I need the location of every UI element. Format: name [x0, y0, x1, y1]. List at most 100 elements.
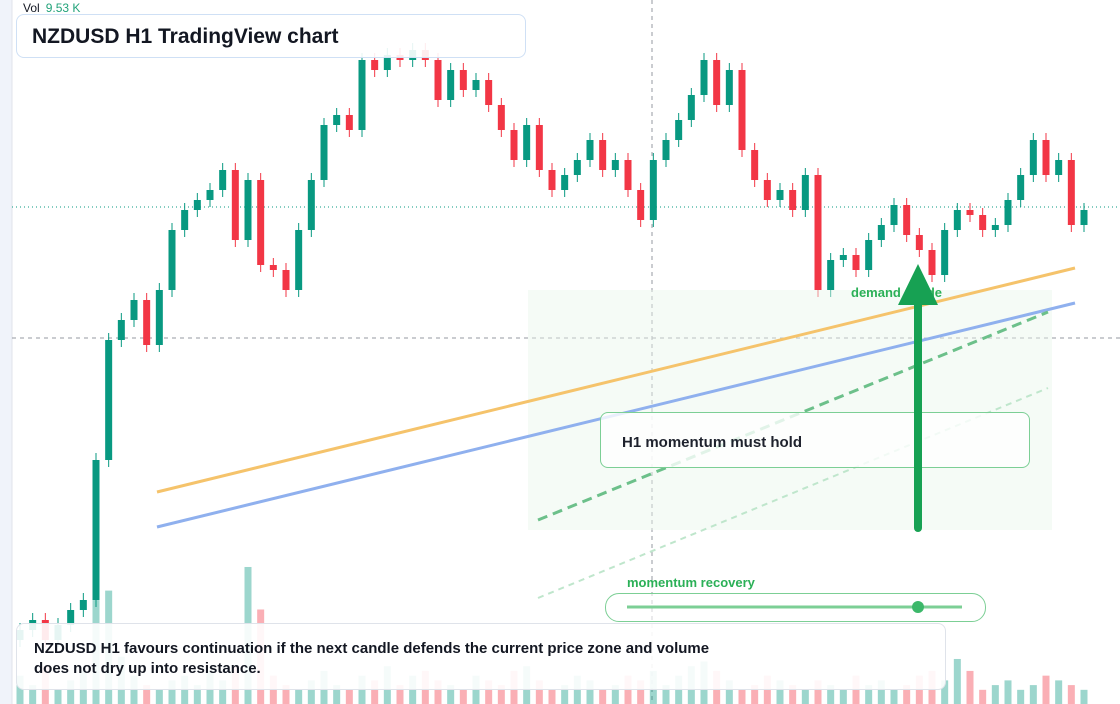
volume-bar	[1017, 689, 1025, 704]
volume-bar	[1029, 685, 1037, 704]
volume-bar	[1042, 675, 1050, 704]
volume-bar	[941, 680, 949, 704]
candle-body	[459, 70, 467, 90]
volume-bar	[29, 685, 37, 704]
volume-bar	[725, 680, 733, 704]
volume-bar	[497, 685, 505, 704]
candle-body	[383, 55, 391, 70]
volume-bar	[396, 685, 404, 704]
candle-body	[890, 205, 898, 225]
candle-body	[472, 80, 480, 90]
zone-label: demand shade	[851, 285, 943, 300]
volume-bar	[485, 680, 493, 704]
slider[interactable]	[605, 593, 986, 622]
volume-bar	[953, 658, 961, 704]
volume-bar	[447, 685, 455, 704]
candle-body	[713, 60, 721, 105]
candle-body	[839, 255, 847, 260]
candle-body	[763, 180, 771, 200]
candle-body	[371, 60, 379, 70]
candle-body	[1080, 210, 1088, 225]
candle-body	[1029, 140, 1037, 175]
volume-bar	[535, 680, 543, 704]
candle-body	[257, 180, 265, 265]
candle-body	[206, 190, 214, 200]
candle-body	[649, 160, 657, 220]
note: NZDUSD H1 favours continuation if the ne…	[16, 623, 946, 690]
candle-body	[738, 70, 746, 150]
slider-label: momentum recovery	[627, 575, 755, 590]
volume-bar	[890, 689, 898, 704]
volume-bar	[903, 685, 911, 704]
candle-body	[92, 460, 100, 600]
candle-body	[814, 175, 822, 290]
volume-bar	[1055, 680, 1063, 704]
candle-body	[269, 265, 277, 270]
candle-body	[877, 225, 885, 240]
candle-body	[155, 290, 163, 345]
candle-body	[219, 170, 227, 190]
volume-bar	[637, 680, 645, 704]
candle-body	[991, 225, 999, 230]
volume-bar	[168, 680, 176, 704]
volume-bar	[219, 680, 227, 704]
candle-body	[231, 170, 239, 240]
candle-body	[79, 600, 87, 610]
candle-body	[915, 235, 923, 250]
candle-body	[573, 160, 581, 175]
volume-bar	[67, 680, 75, 704]
candle-body	[865, 240, 873, 270]
candle-body	[599, 140, 607, 170]
volume-bar	[776, 680, 784, 704]
candle-body	[497, 105, 505, 130]
candle-body	[244, 180, 252, 240]
volume-bar	[979, 689, 987, 704]
candle-body	[966, 210, 974, 215]
volume-bar	[751, 685, 759, 704]
candle-body	[687, 95, 695, 120]
candle-body	[307, 180, 315, 230]
volume-bar	[548, 689, 556, 704]
volume-bar	[586, 680, 594, 704]
volume-bar	[282, 685, 290, 704]
candle-body	[181, 210, 189, 230]
candle-body	[105, 340, 113, 460]
candle-body	[827, 260, 835, 290]
volume-bar	[155, 689, 163, 704]
candle-body	[852, 255, 860, 270]
trend-line	[156, 266, 1076, 494]
candle-body	[143, 300, 151, 345]
candle-body	[953, 210, 961, 230]
volume-bar	[599, 689, 607, 704]
left-strip	[0, 0, 12, 704]
candle-body	[1004, 200, 1012, 225]
candle-layer	[16, 43, 1088, 647]
volume-bar	[143, 685, 151, 704]
volume-bar	[789, 685, 797, 704]
candle-body	[1067, 160, 1075, 225]
candle-body	[561, 175, 569, 190]
candle-body	[535, 125, 543, 170]
candle-body	[751, 150, 759, 180]
demand-zone	[528, 290, 1052, 530]
candle-body	[941, 230, 949, 275]
candle-body	[510, 130, 518, 160]
candle-body	[447, 70, 455, 100]
volume-legend: Vol 9.53 K	[23, 1, 80, 15]
volume-bar	[839, 689, 847, 704]
candle-body	[358, 60, 366, 130]
candle-body	[193, 200, 201, 210]
volume-bar	[193, 685, 201, 704]
volume-bar	[1080, 689, 1088, 704]
candle-body	[548, 170, 556, 190]
volume-bar	[611, 685, 619, 704]
volume-bar	[561, 685, 569, 704]
volume-bar	[459, 689, 467, 704]
candle-body	[979, 215, 987, 230]
candle-body	[1042, 140, 1050, 175]
candle-body	[434, 60, 442, 100]
volume-bar	[1067, 685, 1075, 704]
candle-body	[725, 70, 733, 105]
candle-body	[586, 140, 594, 160]
candle-body	[117, 320, 125, 340]
